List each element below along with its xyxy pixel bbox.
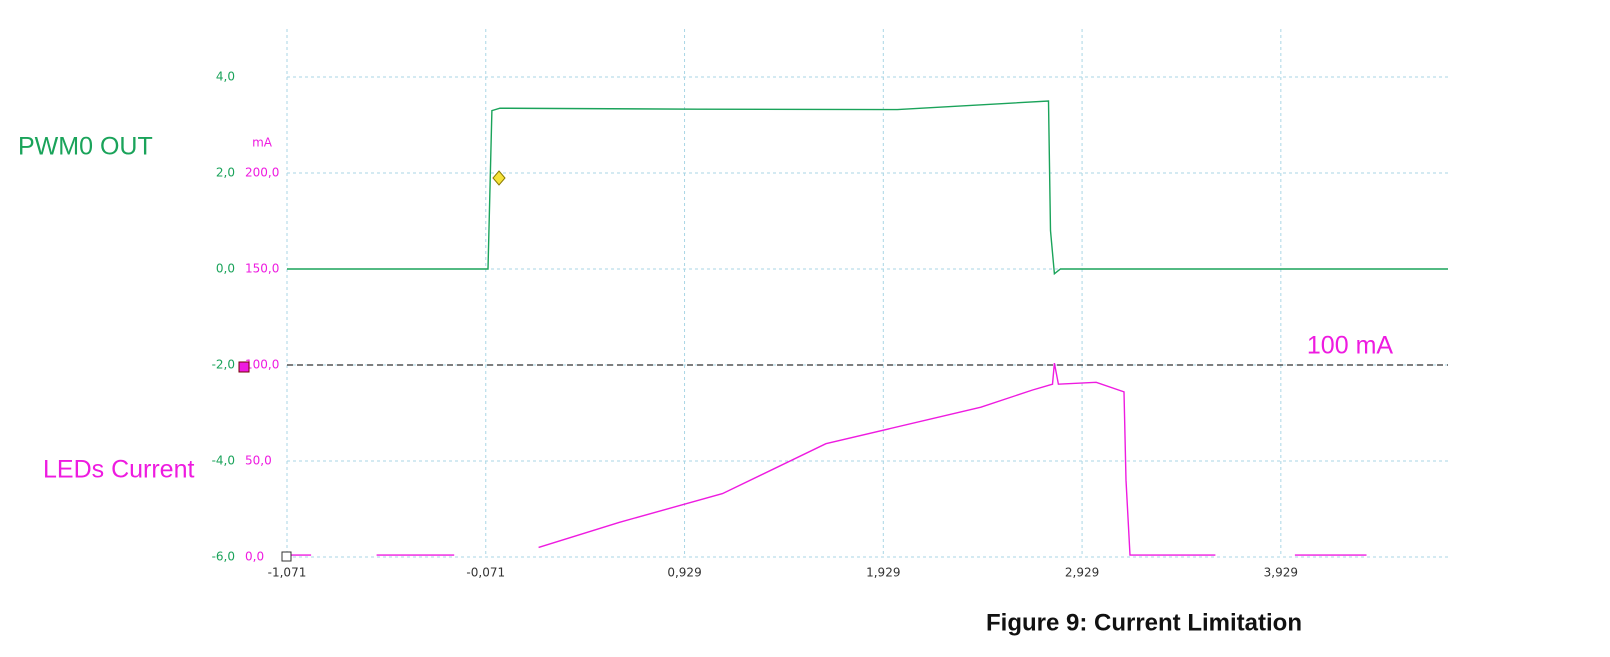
threshold-label: 100 mA <box>1307 332 1393 360</box>
chart-title: Figure 9: Current Limitation <box>986 609 1302 636</box>
y-tick-label: 2,0 <box>216 166 235 180</box>
x-tick-label: -0,071 <box>466 566 505 580</box>
y2-tick-label: 0,0 <box>245 550 264 564</box>
y2-tick-label: 100,0 <box>245 358 279 372</box>
y2-tick-label: 50,0 <box>245 454 272 468</box>
y-tick-label: 0,0 <box>216 262 235 276</box>
x-tick-label: 2,929 <box>1065 566 1099 580</box>
trigger-marker <box>492 170 506 186</box>
series-label: LEDs Current <box>43 456 194 484</box>
series-line <box>287 100 1448 276</box>
x-tick-label: 3,929 <box>1264 566 1298 580</box>
series-line <box>287 363 1448 555</box>
x-tick-label: 0,929 <box>667 566 701 580</box>
y-tick-label: -4,0 <box>212 454 235 468</box>
y2-tick-label: 200,0 <box>245 166 279 180</box>
origin-marker <box>281 551 292 562</box>
y-tick-label: -2,0 <box>212 358 235 372</box>
x-tick-label: 1,929 <box>866 566 900 580</box>
y-tick-label: 4,0 <box>216 70 235 84</box>
y-tick-label: -6,0 <box>212 550 235 564</box>
x-tick-label: -1,071 <box>268 566 307 580</box>
level-marker <box>238 361 250 373</box>
series-label: PWM0 OUT <box>18 133 153 161</box>
y2-tick-label: 150,0 <box>245 262 279 276</box>
y2-unit: mA <box>252 136 273 150</box>
